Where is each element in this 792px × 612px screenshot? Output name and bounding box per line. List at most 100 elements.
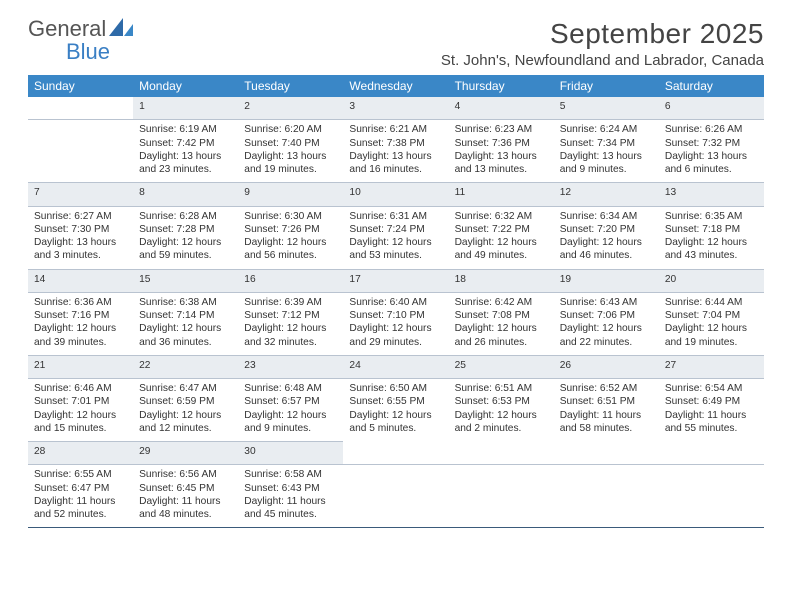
logo: General Blue: [28, 18, 133, 64]
day-cell: Sunrise: 6:44 AMSunset: 7:04 PMDaylight:…: [659, 292, 764, 355]
day-cell: Sunrise: 6:43 AMSunset: 7:06 PMDaylight:…: [554, 292, 659, 355]
day-sunset: Sunset: 7:40 PM: [244, 137, 337, 150]
day-cell: [28, 120, 133, 183]
day-day2: and 48 minutes.: [139, 508, 232, 521]
day-cell: Sunrise: 6:32 AMSunset: 7:22 PMDaylight:…: [449, 206, 554, 269]
day-day1: Daylight: 11 hours: [560, 409, 653, 422]
day-sunset: Sunset: 7:01 PM: [34, 395, 127, 408]
day-number-cell: 24: [343, 355, 448, 378]
day-day2: and 5 minutes.: [349, 422, 442, 435]
day-cell: Sunrise: 6:28 AMSunset: 7:28 PMDaylight:…: [133, 206, 238, 269]
day-sunset: Sunset: 6:53 PM: [455, 395, 548, 408]
day-number-cell: 29: [133, 442, 238, 465]
day-number-cell: 25: [449, 355, 554, 378]
day-day1: Daylight: 13 hours: [34, 236, 127, 249]
day-day2: and 39 minutes.: [34, 336, 127, 349]
day-sunrise: Sunrise: 6:48 AM: [244, 382, 337, 395]
day-cell: Sunrise: 6:39 AMSunset: 7:12 PMDaylight:…: [238, 292, 343, 355]
day-number-cell: 30: [238, 442, 343, 465]
day-day1: Daylight: 12 hours: [34, 409, 127, 422]
day-sunrise: Sunrise: 6:43 AM: [560, 296, 653, 309]
day-cell: Sunrise: 6:20 AMSunset: 7:40 PMDaylight:…: [238, 120, 343, 183]
day-sunrise: Sunrise: 6:23 AM: [455, 123, 548, 136]
day-sunset: Sunset: 6:43 PM: [244, 482, 337, 495]
day-sunset: Sunset: 6:51 PM: [560, 395, 653, 408]
day-cell: Sunrise: 6:42 AMSunset: 7:08 PMDaylight:…: [449, 292, 554, 355]
day-sunset: Sunset: 6:47 PM: [34, 482, 127, 495]
day-content-row: Sunrise: 6:36 AMSunset: 7:16 PMDaylight:…: [28, 292, 764, 355]
day-day2: and 26 minutes.: [455, 336, 548, 349]
logo-word2: Blue: [66, 39, 110, 64]
day-cell: [343, 465, 448, 528]
day-day2: and 6 minutes.: [665, 163, 758, 176]
day-sunrise: Sunrise: 6:55 AM: [34, 468, 127, 481]
day-day1: Daylight: 12 hours: [455, 236, 548, 249]
day-day1: Daylight: 13 hours: [665, 150, 758, 163]
day-number-cell: 26: [554, 355, 659, 378]
day-sunrise: Sunrise: 6:19 AM: [139, 123, 232, 136]
day-number-cell: 21: [28, 355, 133, 378]
day-sunset: Sunset: 7:06 PM: [560, 309, 653, 322]
weekday-header: Monday: [133, 75, 238, 97]
day-number-cell: 5: [554, 97, 659, 120]
day-day1: Daylight: 12 hours: [455, 409, 548, 422]
day-sunrise: Sunrise: 6:52 AM: [560, 382, 653, 395]
day-number-row: 123456: [28, 97, 764, 120]
day-sunset: Sunset: 7:30 PM: [34, 223, 127, 236]
page-subtitle: St. John's, Newfoundland and Labrador, C…: [441, 52, 764, 69]
day-cell: [449, 465, 554, 528]
day-number-cell: 7: [28, 183, 133, 206]
day-day2: and 3 minutes.: [34, 249, 127, 262]
day-number-row: 21222324252627: [28, 355, 764, 378]
day-day1: Daylight: 12 hours: [560, 322, 653, 335]
day-sunset: Sunset: 7:22 PM: [455, 223, 548, 236]
day-number-cell: 3: [343, 97, 448, 120]
day-sunrise: Sunrise: 6:26 AM: [665, 123, 758, 136]
day-day2: and 56 minutes.: [244, 249, 337, 262]
day-day1: Daylight: 13 hours: [349, 150, 442, 163]
day-day1: Daylight: 12 hours: [244, 236, 337, 249]
day-cell: Sunrise: 6:56 AMSunset: 6:45 PMDaylight:…: [133, 465, 238, 528]
day-day1: Daylight: 11 hours: [139, 495, 232, 508]
day-day1: Daylight: 12 hours: [139, 236, 232, 249]
page-title: September 2025: [441, 18, 764, 50]
day-number-cell: [28, 97, 133, 120]
day-number-cell: 19: [554, 269, 659, 292]
day-cell: Sunrise: 6:35 AMSunset: 7:18 PMDaylight:…: [659, 206, 764, 269]
weekday-header: Sunday: [28, 75, 133, 97]
day-number-cell: 18: [449, 269, 554, 292]
day-number-row: 282930: [28, 442, 764, 465]
day-cell: Sunrise: 6:52 AMSunset: 6:51 PMDaylight:…: [554, 379, 659, 442]
day-day2: and 9 minutes.: [244, 422, 337, 435]
day-cell: Sunrise: 6:38 AMSunset: 7:14 PMDaylight:…: [133, 292, 238, 355]
day-number-cell: 22: [133, 355, 238, 378]
day-cell: Sunrise: 6:34 AMSunset: 7:20 PMDaylight:…: [554, 206, 659, 269]
day-day2: and 58 minutes.: [560, 422, 653, 435]
day-sunset: Sunset: 7:24 PM: [349, 223, 442, 236]
day-day1: Daylight: 11 hours: [665, 409, 758, 422]
day-sunrise: Sunrise: 6:35 AM: [665, 210, 758, 223]
header: General Blue September 2025 St. John's, …: [28, 18, 764, 69]
day-cell: Sunrise: 6:47 AMSunset: 6:59 PMDaylight:…: [133, 379, 238, 442]
day-sunrise: Sunrise: 6:51 AM: [455, 382, 548, 395]
weekday-header: Thursday: [449, 75, 554, 97]
day-sunrise: Sunrise: 6:34 AM: [560, 210, 653, 223]
day-cell: Sunrise: 6:46 AMSunset: 7:01 PMDaylight:…: [28, 379, 133, 442]
day-day2: and 45 minutes.: [244, 508, 337, 521]
day-sunrise: Sunrise: 6:46 AM: [34, 382, 127, 395]
day-sunrise: Sunrise: 6:40 AM: [349, 296, 442, 309]
day-sunrise: Sunrise: 6:20 AM: [244, 123, 337, 136]
day-sunset: Sunset: 6:55 PM: [349, 395, 442, 408]
day-sunset: Sunset: 6:57 PM: [244, 395, 337, 408]
day-day1: Daylight: 11 hours: [244, 495, 337, 508]
logo-text: General Blue: [28, 18, 133, 64]
day-number-cell: 6: [659, 97, 764, 120]
day-sunrise: Sunrise: 6:30 AM: [244, 210, 337, 223]
day-day1: Daylight: 12 hours: [665, 322, 758, 335]
day-day2: and 59 minutes.: [139, 249, 232, 262]
day-cell: Sunrise: 6:58 AMSunset: 6:43 PMDaylight:…: [238, 465, 343, 528]
day-sunrise: Sunrise: 6:58 AM: [244, 468, 337, 481]
day-sunrise: Sunrise: 6:50 AM: [349, 382, 442, 395]
title-block: September 2025 St. John's, Newfoundland …: [441, 18, 764, 69]
day-sunset: Sunset: 7:10 PM: [349, 309, 442, 322]
